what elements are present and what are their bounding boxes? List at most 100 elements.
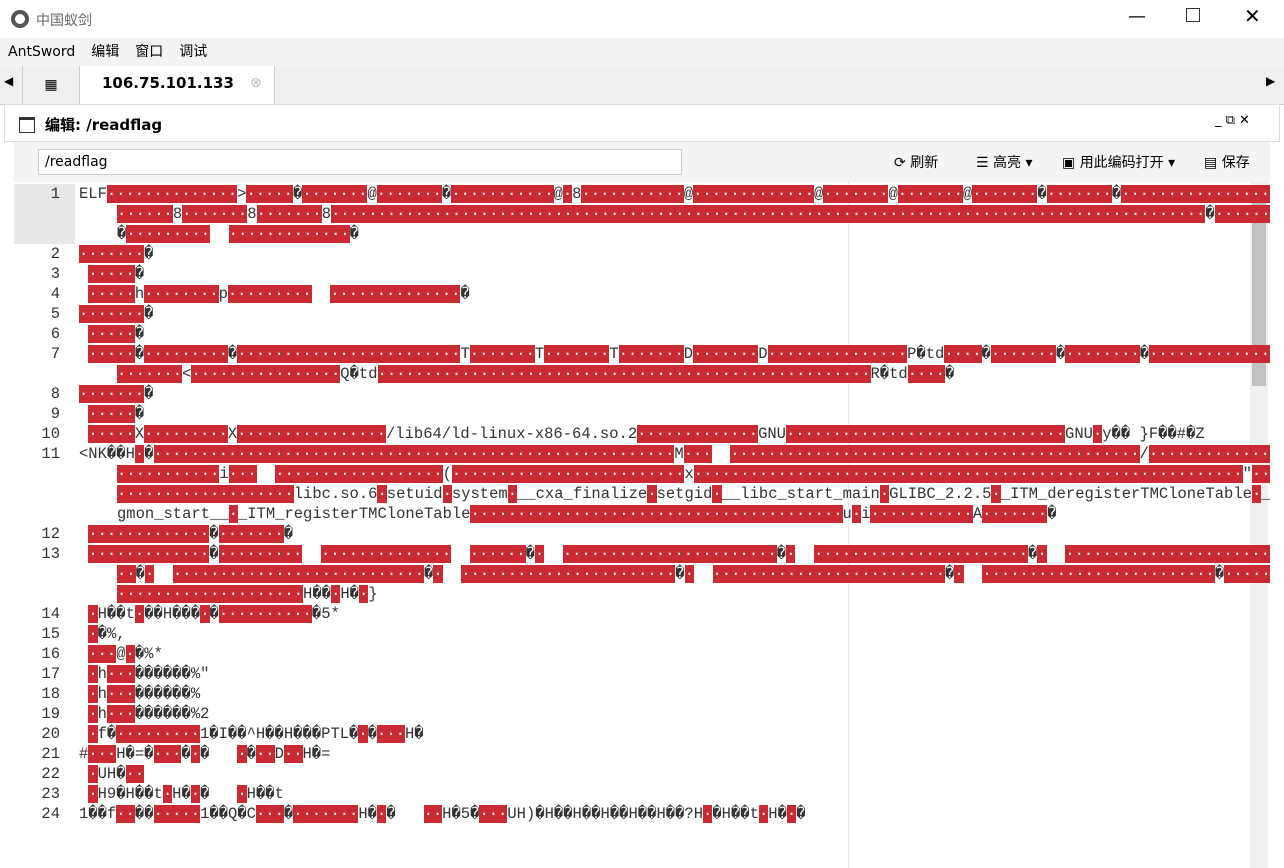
text-run: h <box>97 665 107 683</box>
control-chars: ······· <box>823 185 889 203</box>
menu-item[interactable]: 窗口 <box>135 44 164 60</box>
control-chars: ··· <box>106 685 135 703</box>
line-text: ·H��t·��H���·�··········�5* <box>79 604 1270 624</box>
code-line: 9 ·····� <box>14 404 1270 424</box>
line-number: 21 <box>41 745 60 763</box>
path-input[interactable]: /readflag <box>38 149 682 175</box>
text-run: � <box>386 805 424 823</box>
menu-item[interactable]: AntSword <box>8 44 76 60</box>
line-number: 15 <box>41 625 60 643</box>
line-number: 20 <box>41 725 60 743</box>
tab-label: 106.75.101.133 <box>102 74 234 92</box>
text-run: __libc_start_main <box>721 485 880 503</box>
text-run: � <box>283 525 294 543</box>
scroll-right[interactable]: ▶ <box>1266 74 1276 88</box>
line-text: ·h···������%" <box>79 664 1270 684</box>
text-run <box>312 285 331 303</box>
control-chars: · <box>162 785 173 803</box>
code-line: 22 ·UH�·· <box>14 764 1270 784</box>
code-editor[interactable]: 1 ELF··············>·····�·······@·······… <box>14 182 1270 868</box>
code-line: 3 ·····� <box>14 264 1270 284</box>
text-run <box>443 565 462 583</box>
text-run <box>79 665 88 683</box>
control-chars: ······· <box>693 345 759 363</box>
text-run <box>964 565 983 583</box>
text-run: � <box>1205 205 1215 223</box>
text-run: @ <box>553 185 563 203</box>
line-number: 10 <box>41 425 60 443</box>
text-run: � <box>283 805 294 823</box>
line-number: 4 <box>50 285 60 303</box>
highlight-button[interactable]: ☰ 高亮 ▾ <box>976 155 1033 171</box>
control-chars: · <box>88 685 98 703</box>
control-chars: ······· <box>79 305 145 323</box>
text-run: � <box>181 745 191 763</box>
scroll-left[interactable]: ◀ <box>4 74 14 88</box>
line-number: 5 <box>50 305 60 323</box>
text-run <box>257 465 276 483</box>
text-run: UH� <box>97 765 126 783</box>
control-chars: ··························· <box>172 565 425 583</box>
control-chars: · <box>433 565 443 583</box>
text-run: A <box>972 505 983 523</box>
control-chars: ······· <box>79 245 145 263</box>
control-chars: · <box>88 785 98 803</box>
text-run: H� <box>340 585 359 603</box>
menu-item[interactable]: 调试 <box>179 44 208 60</box>
line-text: ·····� <box>79 264 1270 284</box>
line-number: 17 <box>41 665 60 683</box>
control-chars: ······· <box>218 525 284 543</box>
control-chars: ·· <box>116 805 135 823</box>
line-text: ·····� <box>79 324 1270 344</box>
text-run: @ <box>814 185 824 203</box>
text-run: H�= <box>302 745 331 763</box>
control-chars: ····· <box>88 325 135 343</box>
text-run: H��t <box>97 605 135 623</box>
menu-item[interactable]: 编辑 <box>91 44 120 60</box>
text-run: H�=� <box>116 745 154 763</box>
text-run <box>79 285 88 303</box>
open-with-button[interactable]: ▣ 用此编码打开 ▾ <box>1062 155 1176 171</box>
code-line: 16 ···@·�%* <box>14 644 1270 664</box>
control-chars: ········· <box>227 285 312 303</box>
line-number: 3 <box>50 265 60 283</box>
control-chars: · <box>134 445 145 463</box>
line-text: ·UH�·· <box>79 764 1270 784</box>
control-chars: ········································… <box>730 445 1140 463</box>
control-chars: ······························ <box>785 425 1066 443</box>
text-run: �%* <box>134 645 163 663</box>
tab[interactable]: 106.75.101.133 ⊗ <box>80 66 275 104</box>
text-run: GLIBC_2.2.5 <box>889 485 992 503</box>
control-chars: ····· <box>246 185 293 203</box>
control-chars: · <box>758 805 769 823</box>
line-text: ·f�·········1�I��^H��H���PTL�·�···H� <box>79 724 1270 744</box>
text-run: �5* <box>311 605 340 623</box>
save-button[interactable]: ▤ 保存 <box>1204 155 1250 171</box>
text-run: ������% <box>134 685 201 703</box>
code-line: 19 ·h···������%2 <box>14 704 1270 724</box>
text-run: � <box>776 545 787 563</box>
text-run <box>79 785 88 803</box>
panel-controls[interactable]: _ ⧉ ✕ <box>1215 113 1250 128</box>
refresh-button[interactable]: ⟳ 刷新 <box>894 155 939 171</box>
text-run: /lib64/ld-linux-x86-64.so.2 <box>386 425 638 443</box>
minimize[interactable]: — <box>1128 6 1146 27</box>
control-chars: · <box>377 485 387 503</box>
maximize[interactable] <box>1186 8 1200 22</box>
control-chars: ············· <box>637 425 759 443</box>
tab-close[interactable]: ⊗ <box>250 75 262 91</box>
text-run: � <box>1037 185 1047 203</box>
home-tab[interactable]: ▦ <box>22 66 80 104</box>
text-run: � <box>135 565 145 583</box>
text-run: � <box>1214 565 1225 583</box>
close[interactable]: ✕ <box>1244 4 1261 28</box>
text-run <box>694 565 713 583</box>
control-chars: ·· <box>423 805 443 823</box>
text-run: setuid <box>386 485 443 503</box>
text-run: D <box>683 345 694 363</box>
text-run: GNU <box>758 425 786 443</box>
control-chars: · <box>331 585 341 603</box>
text-run: H� <box>172 785 191 803</box>
text-run: H�� <box>303 585 331 603</box>
